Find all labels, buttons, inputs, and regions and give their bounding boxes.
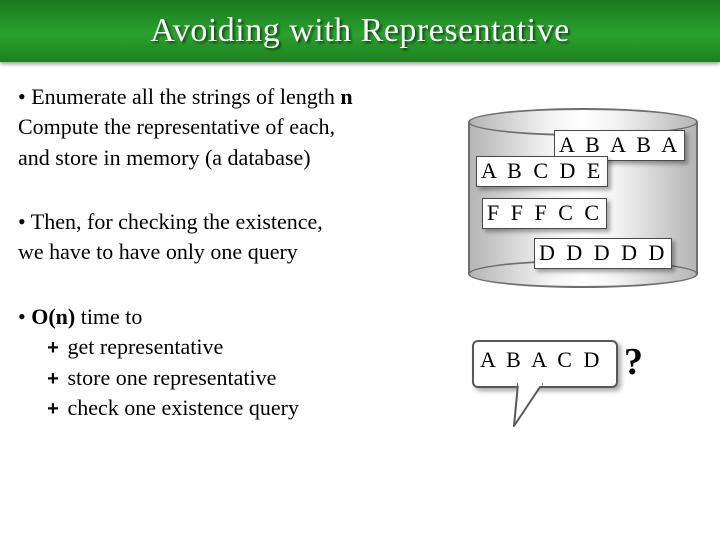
plus-icon: +	[44, 396, 62, 424]
database-cylinder: A B A B A A B C D E F F F C C D D D D D	[468, 108, 698, 288]
line: • Enumerate all the strings of length	[18, 84, 340, 109]
title-bar: Avoiding with Representative	[0, 0, 720, 62]
line: get representative	[68, 334, 224, 359]
query-bubble: A B A C D ?	[472, 340, 702, 450]
line: Compute the representative of each,	[18, 112, 448, 142]
line: we have to have only one query	[18, 237, 448, 267]
paragraph-complexity: • O(n) time to + get representative + st…	[18, 302, 448, 424]
body-text: • Enumerate all the strings of length n …	[18, 82, 448, 424]
db-entry: D D D D D	[534, 238, 672, 269]
paragraph-check: • Then, for checking the existence, we h…	[18, 207, 448, 268]
slide: Avoiding with Representative • Enumerate…	[0, 0, 720, 540]
line: •	[18, 304, 31, 329]
line: store one representative	[68, 365, 277, 390]
question-mark: ?	[624, 340, 643, 384]
variable-On: O(n)	[31, 304, 75, 329]
plus-icon: +	[44, 335, 62, 363]
db-entry: F F F C C	[482, 198, 607, 229]
line: time to	[75, 304, 142, 329]
paragraph-enumerate: • Enumerate all the strings of length n …	[18, 82, 448, 173]
speech-bubble-tail-icon	[512, 382, 546, 422]
line: and store in memory (a database)	[18, 143, 448, 173]
slide-title: Avoiding with Representative	[150, 12, 569, 50]
line: • Then, for checking the existence,	[18, 207, 448, 237]
query-text: A B A C D	[480, 347, 602, 373]
db-entry: A B C D E	[476, 156, 608, 187]
plus-icon: +	[44, 366, 62, 394]
line: check one existence query	[68, 395, 300, 420]
variable-n: n	[340, 84, 352, 109]
